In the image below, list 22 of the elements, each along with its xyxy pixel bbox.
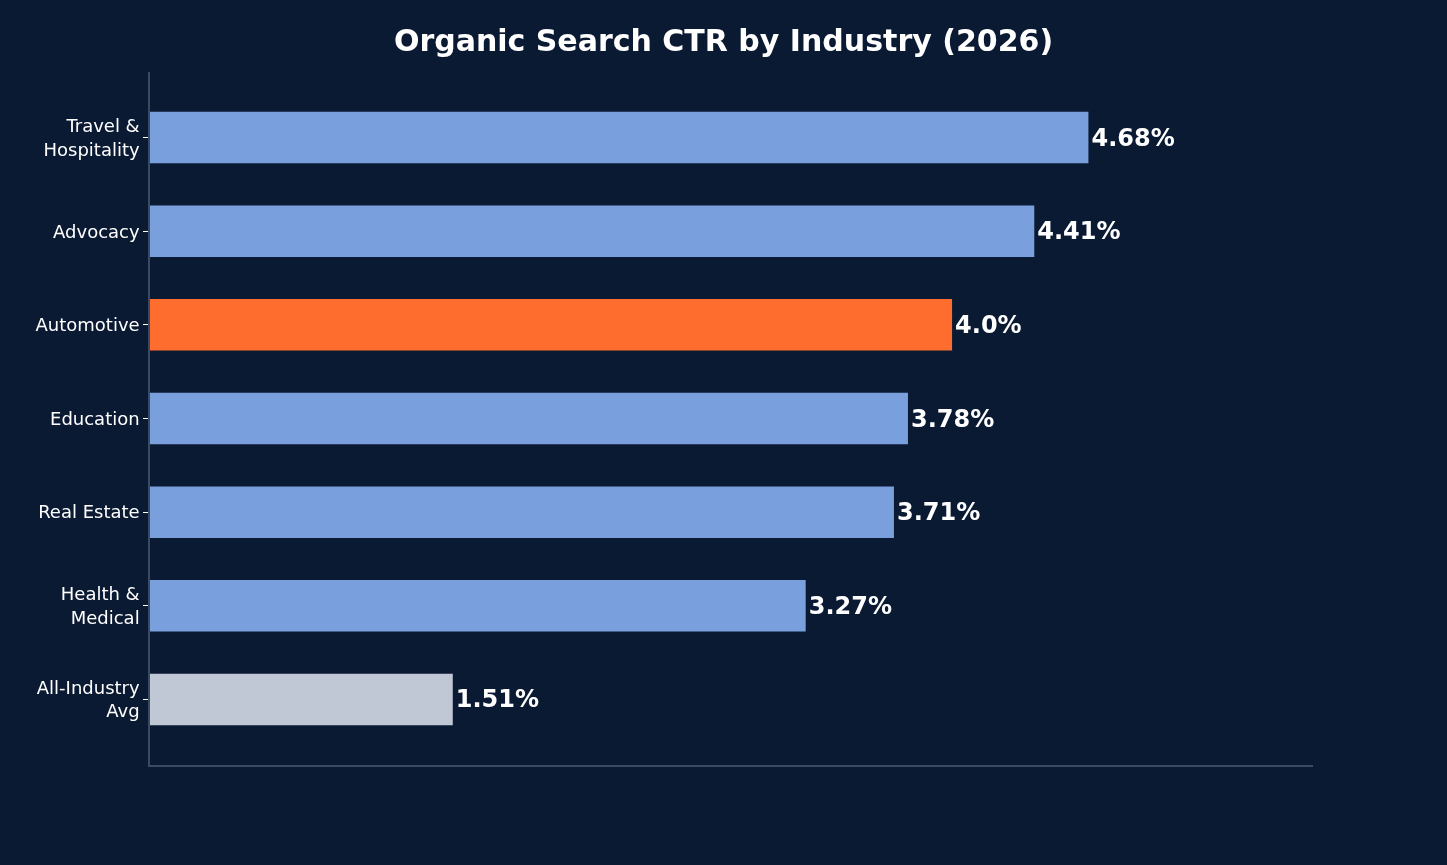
y-tick-label: All-Industry Avg <box>36 677 140 722</box>
y-tick-label: Education <box>50 407 140 429</box>
bar <box>150 673 453 726</box>
bar <box>150 111 1089 164</box>
y-tick-label: Advocacy <box>53 220 140 242</box>
bar <box>150 205 1035 257</box>
data-label: 3.78% <box>910 404 995 433</box>
chart-title: Organic Search CTR by Industry (2026) <box>393 23 1054 59</box>
bar <box>150 580 806 632</box>
bar <box>150 299 953 351</box>
data-label: 4.41% <box>1037 217 1121 246</box>
data-label: 3.27% <box>808 591 892 620</box>
data-label: 1.51% <box>455 685 540 714</box>
y-tick-label: Real Estate <box>38 501 140 523</box>
y-tick-label: Health & Medical <box>60 583 140 628</box>
data-label: 4.68% <box>1091 123 1175 152</box>
bar <box>150 486 894 538</box>
data-label: 4.0% <box>955 310 1022 339</box>
y-tick-label: Travel & Hospitality <box>43 115 140 160</box>
y-tick-label: Automotive <box>35 314 140 336</box>
bar <box>150 392 908 445</box>
data-label: 3.71% <box>896 498 981 527</box>
